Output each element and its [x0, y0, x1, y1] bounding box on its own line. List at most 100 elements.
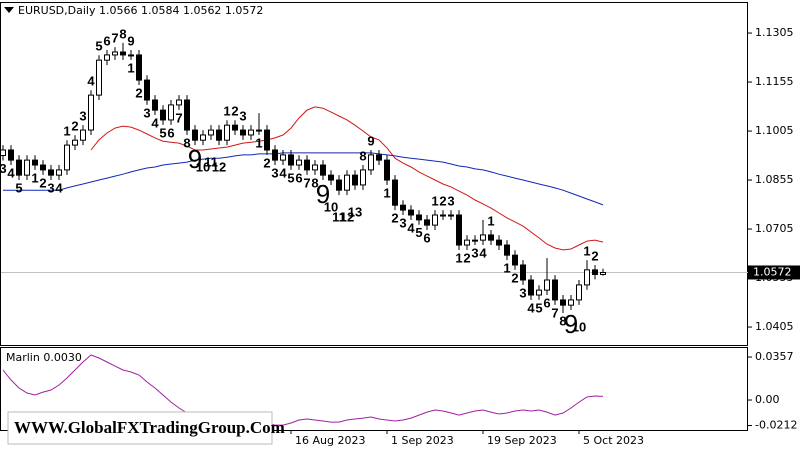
candle-body	[120, 51, 126, 56]
count-label: 8	[359, 148, 366, 163]
count-label: 3	[79, 109, 86, 124]
x-tick-label: 1 Sep 2023	[391, 434, 454, 447]
candle-body	[288, 154, 294, 166]
candle-body	[24, 159, 30, 176]
candle-body	[368, 154, 374, 171]
candle-body	[104, 54, 110, 61]
count-label: 6	[295, 170, 302, 185]
candle-body	[208, 129, 214, 136]
y-tick-label: 1.1155	[755, 75, 794, 88]
candle-body	[456, 214, 462, 246]
count-label: 8	[311, 175, 318, 190]
count-label: 11	[332, 210, 346, 225]
candle-body	[512, 254, 518, 266]
count-label: 6	[167, 125, 174, 140]
candle-body	[336, 179, 342, 191]
count-label: 2	[591, 248, 598, 263]
candle-body	[152, 99, 158, 111]
count-label: 1	[431, 194, 438, 209]
candle-body	[48, 169, 54, 176]
candle-body	[64, 144, 70, 171]
count-label: 9	[564, 309, 578, 339]
y-tick-label: 0.00	[755, 393, 780, 406]
count-label: 8	[183, 135, 190, 150]
count-label: 2	[391, 211, 398, 226]
candle-body	[256, 129, 262, 132]
price-badge	[748, 265, 800, 280]
count-label: 1	[255, 135, 262, 150]
count-label: 10	[196, 160, 210, 175]
candle-body	[136, 54, 142, 81]
candle-body	[56, 169, 62, 176]
candle-body	[320, 164, 326, 176]
count-label: 3	[0, 161, 7, 176]
candle-body	[232, 124, 238, 131]
x-tick-label: 19 Sep 2023	[487, 434, 557, 447]
count-label: 5	[15, 180, 22, 195]
count-label: 9	[188, 144, 202, 174]
count-label: 2	[39, 175, 46, 190]
count-label: 6	[423, 230, 430, 245]
count-label: 5	[95, 39, 102, 54]
indicator-line	[2, 354, 604, 426]
count-label: 9	[367, 133, 374, 148]
candle-body	[480, 234, 486, 241]
watermark-box	[7, 411, 273, 445]
candle-body	[168, 104, 174, 121]
candle-body	[352, 174, 358, 186]
price-badge-label: 1.0572	[753, 265, 792, 278]
candle-body	[40, 164, 46, 171]
candle-body	[416, 214, 422, 221]
candle-body	[384, 159, 390, 181]
candle-body	[216, 129, 222, 141]
count-label: 12	[340, 210, 354, 225]
count-label: 7	[303, 175, 310, 190]
count-label: 3	[399, 215, 406, 230]
count-label: 2	[439, 194, 446, 209]
count-label: 4	[151, 115, 159, 130]
candle-body	[112, 51, 118, 56]
x-tick-label: 16 Aug 2023	[295, 434, 365, 447]
candle-body	[560, 299, 566, 306]
count-label: 4	[87, 74, 95, 89]
candle-body	[304, 159, 310, 171]
count-label: 6	[103, 33, 110, 48]
candle-body	[176, 99, 182, 106]
candle-body	[224, 124, 230, 141]
candle-body	[592, 269, 598, 275]
count-label: 9	[127, 33, 134, 48]
y-tick-label: 1.1005	[755, 124, 794, 137]
candle-body	[536, 289, 542, 296]
candle-body	[576, 284, 582, 301]
count-label: 5	[535, 300, 542, 315]
candle-body	[248, 129, 254, 136]
candle-body	[96, 59, 102, 96]
candle-body	[16, 159, 22, 176]
count-label: 3	[271, 165, 278, 180]
candle-body	[0, 149, 6, 157]
count-label: 1	[127, 60, 134, 75]
count-label: 1	[223, 104, 230, 119]
candle-body	[432, 214, 438, 226]
candle-body	[400, 204, 406, 211]
count-label: 1	[583, 244, 590, 259]
candle-body	[88, 94, 94, 131]
count-label: 4	[527, 300, 535, 315]
count-label: 3	[239, 109, 246, 124]
count-label: 1	[503, 261, 510, 276]
indicator-title: Marlin 0.0030	[6, 351, 82, 364]
count-label: 1	[455, 250, 462, 265]
count-label: 1	[383, 185, 390, 200]
count-label: 8	[559, 313, 566, 328]
count-label: 4	[279, 165, 287, 180]
count-label: 2	[231, 104, 238, 119]
candle-body	[496, 239, 502, 246]
count-label: 10	[572, 319, 586, 334]
count-label: 4	[7, 165, 15, 180]
candle-body	[528, 279, 534, 296]
chart-title: EURUSD,Daily 1.0566 1.0584 1.0562 1.0572	[18, 4, 263, 17]
y-tick-label: 0.0357	[755, 350, 794, 363]
candle-body	[184, 99, 190, 131]
